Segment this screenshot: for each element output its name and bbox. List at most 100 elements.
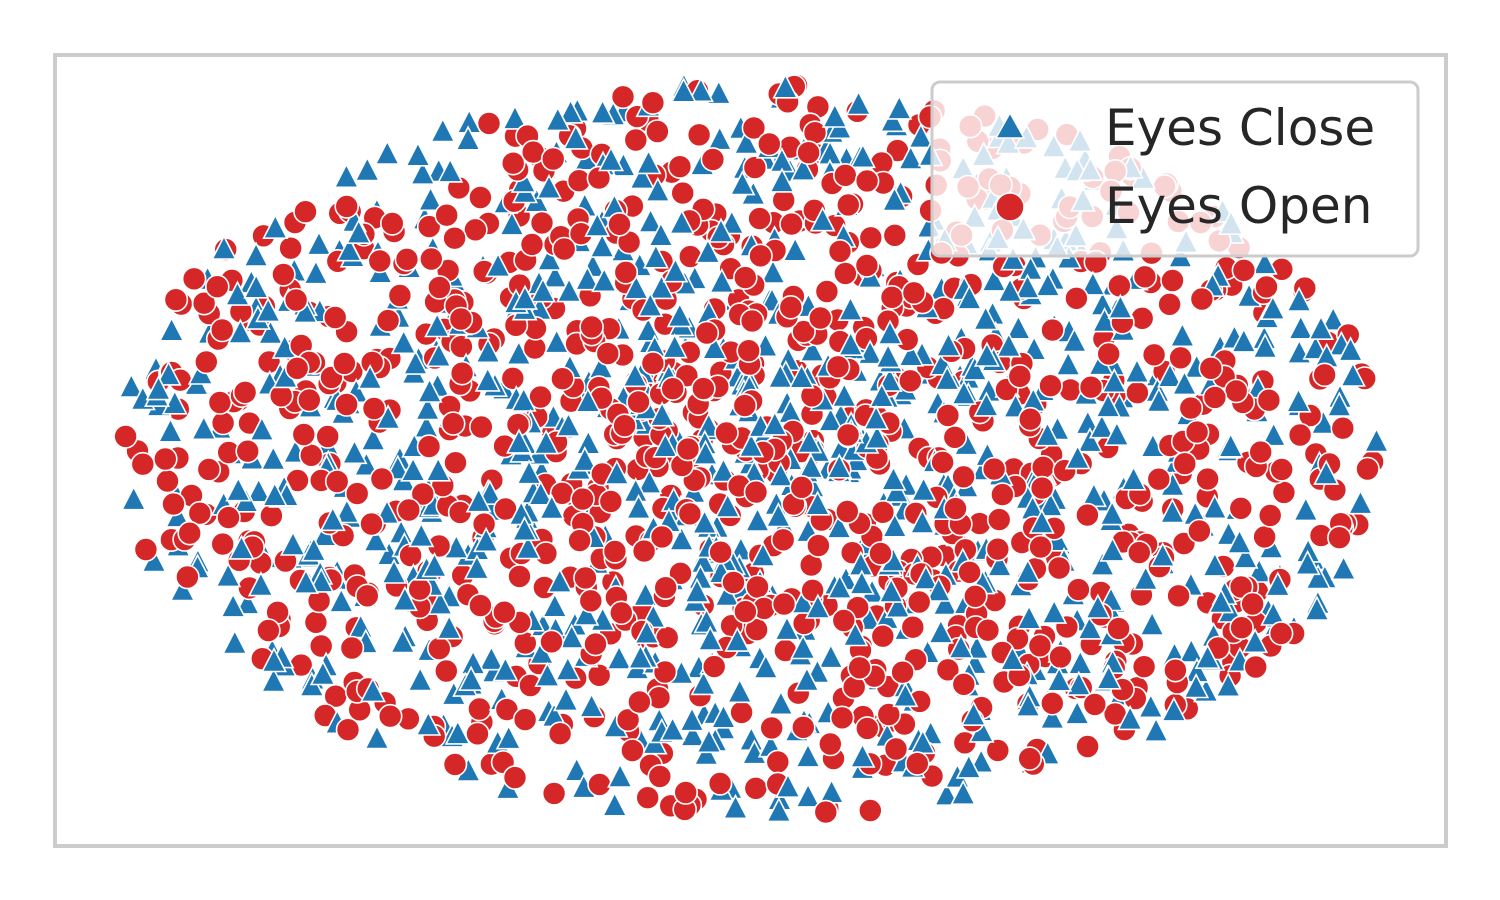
eyes-close-point	[809, 206, 836, 232]
eyes-close-point	[1037, 491, 1064, 517]
eyes-close-point	[932, 590, 959, 616]
eyes-open-point	[729, 700, 754, 725]
eyes-close-point	[767, 689, 794, 716]
eyes-open-point	[935, 657, 961, 683]
eyes-close-point	[228, 534, 255, 560]
eyes-open-point	[519, 232, 545, 257]
eyes-open-point	[868, 541, 893, 566]
eyes-open-point	[649, 524, 675, 550]
eyes-close-point	[1178, 637, 1205, 663]
eyes-close-point	[1294, 549, 1321, 576]
eyes-close-point	[478, 645, 505, 671]
eyes-close-point	[417, 185, 444, 212]
eyes-close-point	[1232, 543, 1259, 569]
eyes-close-point	[999, 245, 1027, 271]
eyes-close-point	[1305, 564, 1332, 590]
eyes-close-point	[972, 305, 999, 331]
eyes-open-point	[707, 771, 733, 796]
eyes-close-point	[436, 614, 463, 640]
eyes-close-point	[933, 780, 960, 807]
eyes-close-point	[544, 105, 571, 132]
eyes-open-point	[1007, 363, 1033, 389]
eyes-close-point	[782, 236, 809, 262]
eyes-close-point	[589, 98, 616, 124]
eyes-open-point	[465, 721, 490, 747]
eyes-open-point	[153, 446, 178, 472]
eyes-open-point	[434, 202, 460, 228]
eyes-open-point	[500, 150, 526, 176]
eyes-close-point	[1337, 336, 1364, 362]
eyes-open-point	[952, 730, 978, 756]
eyes-close-point	[693, 740, 720, 766]
eyes-open-point	[1189, 286, 1215, 312]
eyes-open-point	[540, 146, 566, 172]
eyes-open-point	[890, 659, 915, 685]
eyes-close-point	[463, 554, 490, 580]
eyes-open-point	[155, 468, 180, 494]
eyes-close-point	[693, 607, 720, 634]
eyes-close-point	[308, 567, 335, 593]
eyes-open-point	[675, 436, 701, 462]
eyes-close-point	[879, 106, 906, 133]
eyes-open-point	[1327, 525, 1352, 551]
eyes-open-point	[677, 501, 703, 527]
eyes-open-point	[232, 379, 258, 405]
eyes-close-point	[243, 241, 270, 267]
eyes-open-point	[635, 785, 661, 811]
eyes-close-point	[837, 330, 864, 357]
eyes-close-point	[648, 273, 675, 300]
eyes-close-point	[302, 259, 329, 285]
eyes-close-point	[761, 410, 788, 436]
eyes-open-point	[854, 168, 880, 194]
eyes-open-point	[570, 486, 595, 512]
eyes-close-point	[333, 497, 360, 524]
eyes-open-point	[468, 414, 494, 440]
eyes-close-point	[555, 411, 582, 437]
eyes-close-point	[220, 592, 247, 618]
eyes-close-point	[1034, 271, 1061, 297]
eyes-close-point	[391, 585, 418, 612]
eyes-open-point	[640, 350, 666, 376]
eyes-close-point	[1099, 500, 1126, 526]
eyes-close-point	[1215, 671, 1242, 698]
eyes-open-point	[897, 368, 923, 394]
eyes-close-point	[248, 415, 275, 442]
eyes-close-point	[1076, 427, 1103, 453]
eyes-close-point	[708, 267, 735, 294]
eyes-close-point	[697, 625, 724, 651]
eyes-open-point	[194, 349, 219, 375]
eyes-open-point	[1064, 285, 1089, 311]
eyes-close-point	[145, 375, 172, 401]
eyes-open-point	[1066, 577, 1091, 602]
eyes-close-point	[424, 312, 451, 338]
eyes-open-point	[502, 765, 528, 790]
eyes-close-point	[601, 791, 628, 817]
eyes-close-point	[380, 558, 408, 584]
eyes-close-point	[636, 468, 663, 495]
eyes-open-point	[613, 259, 639, 285]
eyes-close-point	[1065, 670, 1092, 696]
eyes-close-point	[637, 207, 664, 233]
eyes-open-point	[732, 393, 758, 418]
eyes-close-point	[694, 238, 722, 264]
eyes-open-point	[361, 396, 387, 421]
eyes-close-point	[995, 332, 1022, 358]
eyes-close-point	[652, 432, 679, 458]
eyes-open-point	[175, 564, 200, 590]
eyes-close-point	[429, 117, 456, 143]
eyes-close-point	[262, 213, 289, 239]
eyes-open-point	[1257, 503, 1283, 528]
eyes-open-point	[410, 481, 436, 507]
eyes-open-point	[418, 246, 444, 272]
eyes-open-point	[790, 714, 816, 740]
eyes-close-point	[357, 364, 384, 390]
eyes-open-point	[771, 591, 797, 617]
eyes-open-point	[701, 654, 727, 679]
eyes-close-point	[474, 366, 501, 392]
eyes-close-point	[695, 727, 723, 754]
eyes-close-point	[474, 337, 502, 364]
eyes-close-point	[883, 477, 910, 503]
eyes-close-point	[1287, 314, 1314, 340]
eyes-open-point	[620, 738, 645, 763]
eyes-open-point	[235, 438, 260, 464]
